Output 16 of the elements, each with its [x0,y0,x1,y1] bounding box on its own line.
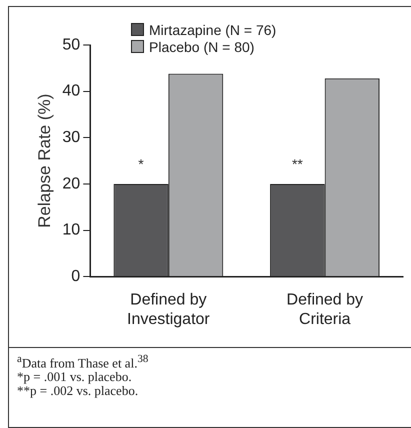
legend-label: Placebo (N = 80) [149,38,254,54]
y-tick-label: 0 [71,268,80,286]
x-tick-label: Defined by Investigator [127,292,210,328]
text: **p = .002 vs. placebo. [17,383,140,398]
y-tick-label: 10 [62,222,80,239]
x-tick-label: Defined by Criteria [286,292,364,328]
y-tick-label: 50 [62,36,80,54]
text: $^{a}$Data from Thase et al.$^{38}$ [17,352,150,370]
y-axis-title: Relapse Rate (%) [34,94,54,228]
legend-label: Mirtazapine (N = 76) [149,22,276,38]
annotation: * [138,156,144,172]
y-tick-label: 40 [62,82,80,100]
y-tick-label: 30 [62,129,80,146]
annotation: ** [292,156,304,172]
y-tick-label: 20 [62,175,80,192]
text: *p = .001 vs. placebo. [17,369,133,384]
